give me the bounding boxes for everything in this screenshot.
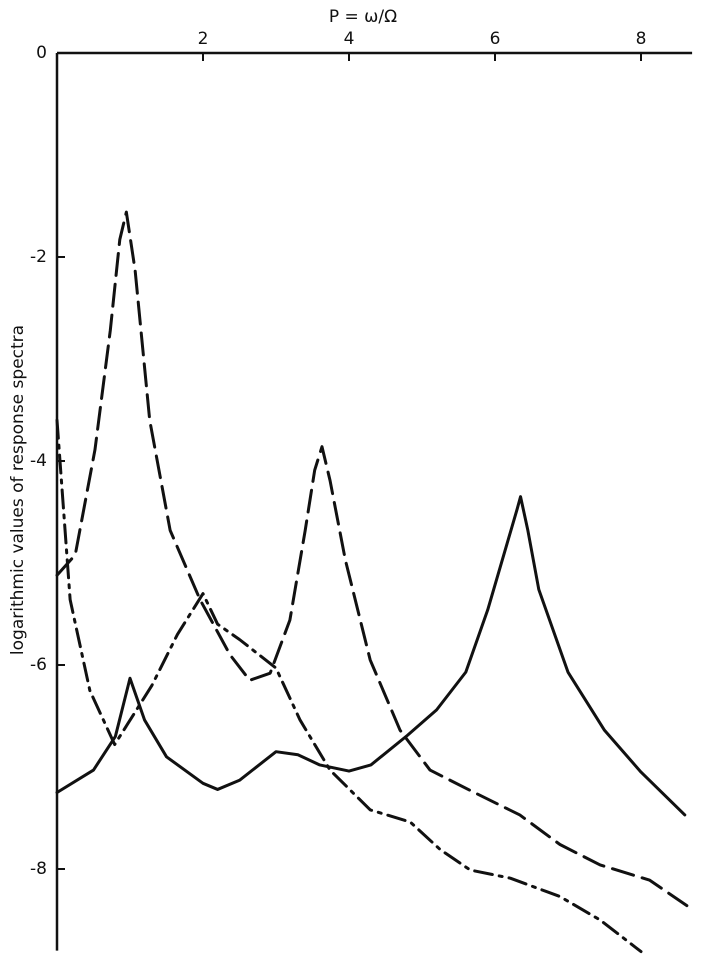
y-tick-label: 0 [36,43,47,63]
x-tick-label: 6 [490,29,501,49]
y-tick-label: -4 [30,451,47,471]
x-tick-label: 8 [636,29,647,49]
line-series [55,418,643,954]
x-tick-label: 4 [344,29,355,49]
line-series [55,495,687,817]
line-series [55,210,692,910]
y-tick-label: -2 [30,247,47,267]
y-axis-label: logarithmic values of response spectra [8,325,28,655]
x-axis-label: P = ω/Ω [329,7,397,27]
y-tick-label: -8 [30,859,47,879]
x-tick-label: 2 [198,29,209,49]
y-tick-label: -6 [30,655,47,675]
